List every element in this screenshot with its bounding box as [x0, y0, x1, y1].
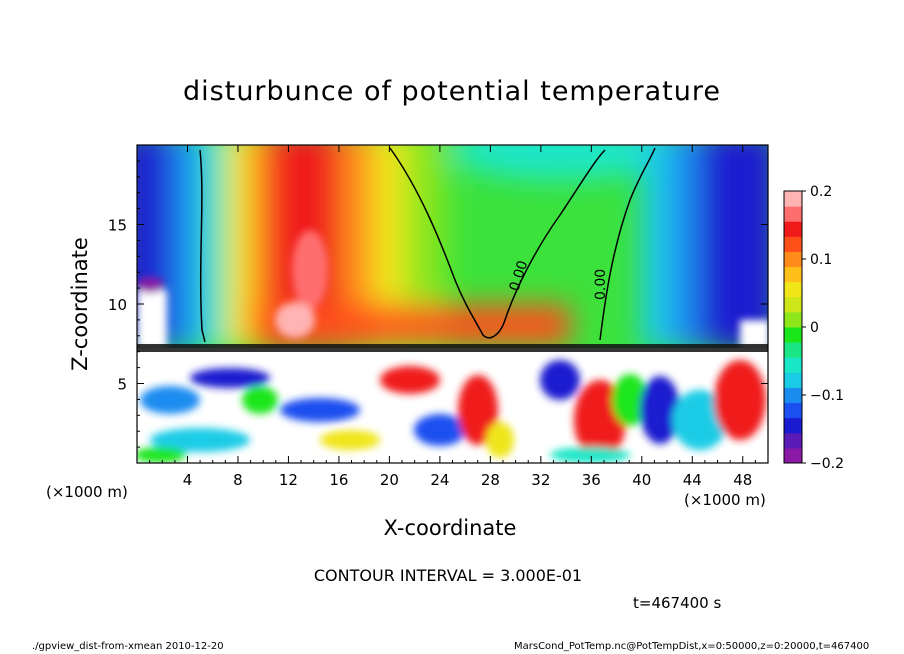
colorbar-tick-label: 0 [810, 320, 819, 336]
y-axis-label: Z-coordinate [68, 237, 92, 371]
x-tick-label: 8 [233, 471, 243, 489]
x-tick-label: 36 [582, 471, 601, 489]
colorbar-swatch [784, 342, 802, 358]
heatmap-field [137, 145, 768, 463]
x-tick-label: 12 [279, 471, 298, 489]
x-tick-label: 32 [531, 471, 550, 489]
x-unit-label-left: (×1000 m) [46, 483, 128, 501]
colorbar-swatch [784, 296, 802, 313]
colorbar-swatch [784, 417, 802, 434]
colorbar-swatch [784, 236, 802, 252]
colorbar-tick-label: 0.1 [810, 252, 832, 268]
y-axis: 5 10 15 [108, 160, 768, 448]
colorbar-swatch [784, 402, 802, 419]
colorbar-swatch [784, 281, 802, 298]
colorbar-swatch [784, 206, 802, 222]
colorbar-swatch [784, 357, 802, 373]
colorbar-swatch [784, 311, 802, 328]
y-tick-label: 5 [117, 376, 127, 394]
y-tick-label: 10 [108, 296, 127, 314]
x-unit-label-right: (×1000 m) [684, 491, 766, 509]
colorbar-tick-label: 0.2 [810, 184, 832, 200]
colorbar-swatch [784, 327, 802, 343]
x-axis: 4 8 12 16 20 24 28 32 36 40 44 48 [149, 145, 756, 489]
colorbar: 0.2 0.1 0 −0.1 −0.2 [783, 184, 844, 472]
x-axis-label: X-coordinate [383, 516, 517, 540]
time-stamp: t=467400 s [633, 594, 722, 612]
chart-title: disturbunce of potential temperature [183, 76, 721, 107]
colorbar-swatch [784, 447, 802, 464]
footer-data-info: MarsCond_PotTemp.nc@PotTempDist,x=0:5000… [514, 641, 870, 652]
colorbar-tick-label: −0.2 [810, 456, 844, 472]
y-tick-label: 15 [108, 217, 127, 235]
x-tick-label: 16 [329, 471, 348, 489]
x-tick-label: 40 [632, 471, 651, 489]
x-tick-label: 24 [430, 471, 449, 489]
x-tick-label: 28 [481, 471, 500, 489]
colorbar-tick-label: −0.1 [810, 388, 844, 404]
x-tick-label: 48 [733, 471, 752, 489]
contour-label: 0.00 [593, 269, 609, 300]
colorbar-swatch [784, 191, 802, 207]
colorbar-swatch [784, 266, 802, 283]
x-tick-label: 20 [380, 471, 399, 489]
contour-interval-note: CONTOUR INTERVAL = 3.000E-01 [313, 566, 583, 585]
x-tick-label: 44 [683, 471, 702, 489]
colorbar-swatch [784, 432, 802, 449]
x-tick-label: 4 [183, 471, 193, 489]
colorbar-swatch [784, 387, 802, 404]
colorbar-swatch [784, 221, 802, 237]
colorbar-swatch [784, 251, 802, 268]
footer-script-info: ./gpview_dist-from-xmean 2010-12-20 [32, 641, 224, 652]
colorbar-swatch [784, 372, 802, 388]
